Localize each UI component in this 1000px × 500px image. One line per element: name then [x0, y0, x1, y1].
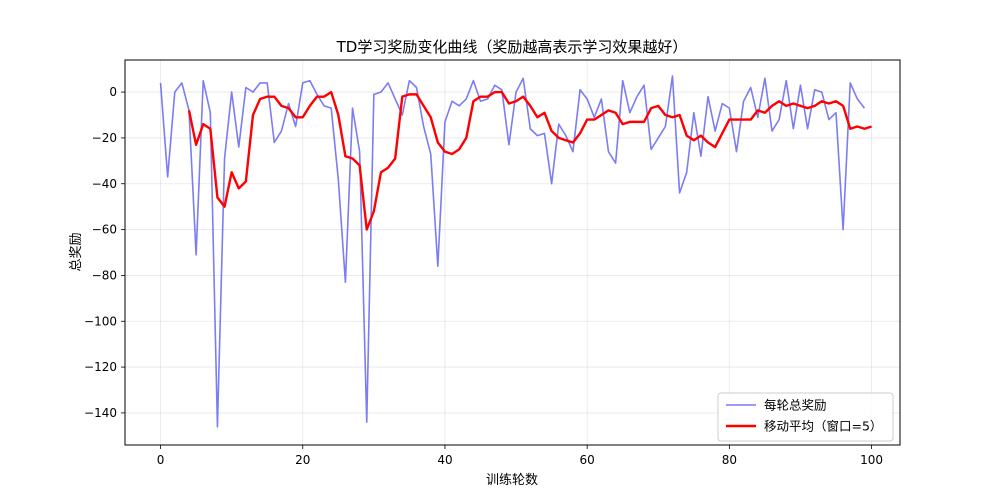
chart-title: TD学习奖励变化曲线（奖励越高表示学习效果越好）	[336, 38, 688, 56]
legend-label-moving-average: 移动平均（窗口=5）	[764, 419, 882, 434]
y-tick-label: −120	[84, 360, 117, 374]
legend-label-raw-reward: 每轮总奖励	[764, 398, 827, 413]
plot-area: 0 20 40 60 80 100 0 −20 −40 −60 −80 −100 −120 −140	[84, 59, 901, 467]
y-tick-label: 0	[109, 85, 117, 99]
y-tick-label: −20	[92, 131, 117, 145]
x-axis-label: 训练轮数	[486, 473, 538, 488]
y-tick-label: −60	[92, 223, 117, 237]
x-tick-label: 80	[722, 453, 737, 467]
series-layer	[159, 75, 872, 428]
series-line-moving-average	[187, 90, 872, 231]
x-tick-label: 100	[860, 453, 883, 467]
legend-box	[717, 392, 894, 442]
ticks: 0 20 40 60 80 100 0 −20 −40 −60 −80 −100 −120 −140	[84, 85, 883, 467]
y-tick-label: −40	[92, 177, 117, 191]
x-tick-label: 60	[580, 453, 595, 467]
y-tick-label: −100	[84, 314, 117, 328]
x-tick-label: 0	[157, 453, 165, 467]
x-tick-label: 40	[437, 453, 452, 467]
y-axis-label: 总奖励	[69, 232, 84, 271]
y-tick-label: −80	[92, 268, 117, 282]
plot-frame	[124, 59, 901, 446]
series-line-raw-reward	[159, 75, 866, 428]
legend: 每轮总奖励 移动平均（窗口=5）	[717, 392, 894, 442]
y-tick-label: −140	[84, 406, 117, 420]
x-tick-label: 20	[295, 453, 310, 467]
